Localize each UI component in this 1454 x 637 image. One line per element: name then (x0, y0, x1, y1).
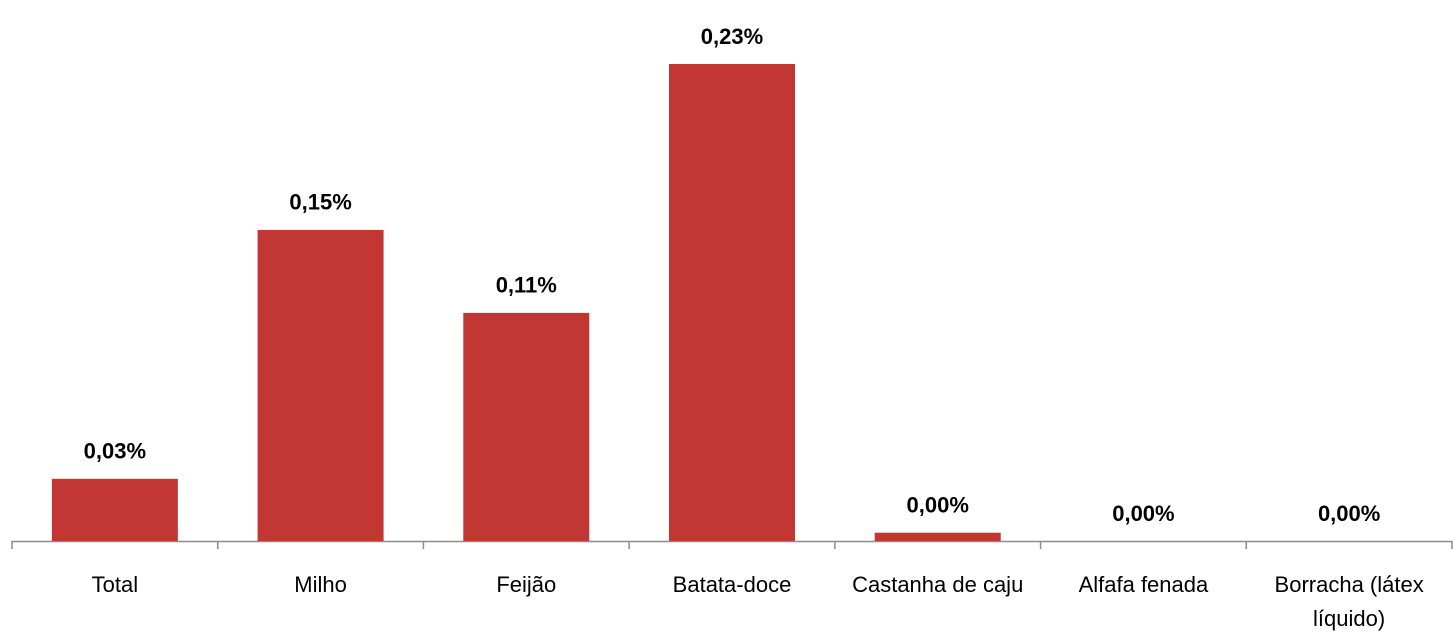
x-tick-label: Feijão (496, 572, 557, 597)
bar (669, 64, 795, 541)
data-label: 0,15% (289, 190, 351, 215)
bar (874, 532, 1001, 541)
x-tick-label: Castanha de caju (852, 572, 1024, 597)
data-label: 0,00% (1318, 501, 1380, 526)
x-tick-label: Alfafa fenada (1078, 572, 1209, 597)
data-label: 0,23% (701, 24, 763, 49)
x-tick-label: Total (91, 572, 139, 597)
x-tick-label: Batata-doce (672, 572, 792, 597)
x-tick-label: Borracha (látex líquido) (1274, 572, 1424, 631)
bar (51, 478, 178, 541)
data-label: 0,00% (1112, 501, 1174, 526)
data-label: 0,00% (907, 493, 969, 518)
data-label: 0,03% (84, 439, 146, 464)
bar (257, 229, 384, 542)
x-tick-label: Milho (294, 572, 347, 597)
data-label: 0,11% (496, 273, 557, 298)
bar (463, 312, 590, 541)
